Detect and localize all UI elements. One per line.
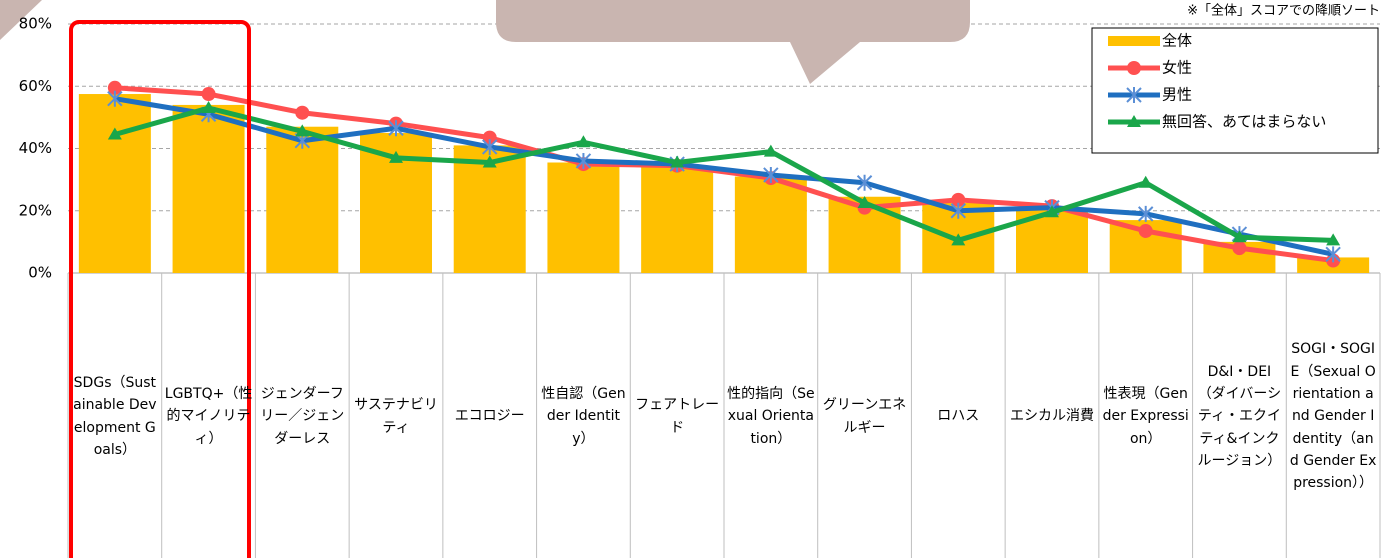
marker <box>107 80 122 95</box>
marker <box>1326 233 1341 246</box>
marker <box>482 130 497 145</box>
marker <box>1127 61 1141 75</box>
x-tick-label: LGBTQ+（性的マイノリティ） <box>164 385 253 447</box>
legend-label: 全体 <box>1162 32 1192 50</box>
x-tick-label: 性自認（Gender Identity） <box>541 385 626 447</box>
marker <box>388 120 404 137</box>
y-tick-label: 20% <box>19 201 52 219</box>
marker <box>857 195 872 208</box>
marker <box>951 192 966 207</box>
legend-swatch <box>1108 36 1160 46</box>
marker <box>1045 205 1059 218</box>
marker <box>1138 223 1153 238</box>
x-tick-label: SDGs（Sustainable Development Goals） <box>73 374 157 458</box>
decor-wedge <box>0 0 42 40</box>
marker <box>670 155 685 168</box>
marker <box>576 135 591 148</box>
bar <box>266 126 339 274</box>
legend-marker <box>1127 115 1141 127</box>
marker <box>1127 115 1141 127</box>
note: ※「全体」スコアでの降順ソート <box>1187 3 1380 19</box>
bar <box>547 162 620 273</box>
marker <box>1232 241 1247 256</box>
legend-label: 無回答、あてはまらない <box>1162 113 1326 131</box>
marker <box>856 174 873 191</box>
x-tick-label: 性表現（Gender Expression） <box>1102 385 1189 447</box>
x-tick-label: ロハス <box>937 408 980 425</box>
y-tick-label: 80% <box>19 15 52 33</box>
marker <box>389 150 403 163</box>
line <box>114 105 1334 243</box>
bar <box>172 104 245 273</box>
marker <box>201 87 216 102</box>
bar <box>641 167 714 273</box>
marker <box>1325 246 1341 263</box>
x-tick-label: サステナビリティ <box>354 397 438 436</box>
line <box>114 96 1334 257</box>
legend-marker <box>1126 87 1142 103</box>
marker <box>201 101 216 114</box>
bar <box>78 94 151 273</box>
marker <box>763 166 779 183</box>
x-tick-label: ジェンダーフリー／ジェンダーレス <box>260 385 345 447</box>
marker <box>107 90 123 107</box>
marker <box>482 155 497 168</box>
legend-label: 男性 <box>1162 86 1192 104</box>
x-tick-label: エシカル消費 <box>1009 408 1094 425</box>
legend-label: 女性 <box>1162 59 1192 77</box>
marker <box>951 233 966 246</box>
x-tick-label: グリーンエネルギー <box>822 397 907 436</box>
marker <box>295 124 310 137</box>
bar <box>734 176 807 273</box>
marker <box>1138 175 1153 188</box>
x-tick-label: 性的指向（Sexual Orientation） <box>727 385 815 447</box>
marker <box>575 152 592 169</box>
marker <box>295 105 310 120</box>
y-tick-label: 0% <box>28 264 52 282</box>
x-tick-label: エコロジー <box>454 408 525 425</box>
highlight-box <box>69 20 251 558</box>
marker <box>950 202 966 219</box>
marker <box>107 127 122 140</box>
y-tick-label: 60% <box>19 77 52 95</box>
marker <box>1138 205 1154 222</box>
x-tick-label: D&I・DEI（ダイバーシティ・エクイティ&インクルージョン） <box>1197 363 1282 470</box>
x-tick-label: SOGI・SOGIE（Sexual Orientation and Gender… <box>1289 341 1377 492</box>
markers <box>107 101 1341 246</box>
marker <box>1232 230 1247 243</box>
marker <box>482 138 498 155</box>
decor-bubble <box>496 0 970 84</box>
marker <box>1126 87 1142 103</box>
marker <box>763 144 778 157</box>
x-tick-label: フェアトレード <box>635 397 720 436</box>
y-tick-label: 40% <box>19 139 52 157</box>
legend-marker <box>1127 61 1141 75</box>
